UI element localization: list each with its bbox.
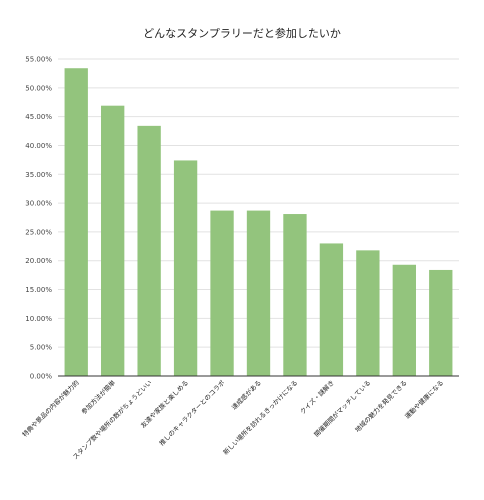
x-category-label: 参加方法が簡単: [79, 378, 117, 416]
y-tick-label: 40.00%: [25, 142, 52, 150]
bar-6: [246, 210, 271, 376]
x-category-label: 特典や景品の内容が魅力的: [20, 378, 81, 439]
y-tick-label: 25.00%: [25, 228, 52, 236]
bar-4: [173, 160, 198, 376]
bar-8: [319, 243, 344, 376]
x-axis-labels: 特典や景品の内容が魅力的 参加方法が簡単スタンプ数や場所の数がちょうどいい友達や家…: [20, 378, 445, 461]
bar-9: [356, 250, 380, 376]
y-tick-label: 55.00%: [25, 56, 52, 64]
bar-7: [283, 214, 307, 376]
y-tick-label: 30.00%: [25, 200, 52, 208]
y-tick-label: 50.00%: [25, 84, 52, 92]
y-tick-label: 45.00%: [25, 113, 52, 121]
y-tick-label: 20.00%: [25, 257, 52, 265]
x-category-label: スタンプ数や場所の数がちょうどいい: [70, 378, 153, 461]
y-tick-label: 5.00%: [30, 344, 53, 352]
y-axis-ticks: 0.00% 5.00% 10.00% 15.00% 20.00% 25.00% 30.00%…: [25, 56, 52, 381]
bar-1: [64, 68, 88, 377]
x-category-label: 運動や健康になる: [403, 378, 446, 421]
y-tick-label: 10.00%: [25, 315, 52, 323]
bars: [64, 68, 453, 377]
bar-10: [392, 264, 416, 376]
x-category-label: クイズ・謎解き: [298, 378, 336, 416]
bar-11: [429, 269, 453, 376]
x-category-label: 達成感がある: [229, 378, 262, 411]
bar-5: [210, 210, 234, 376]
bar-3: [137, 125, 161, 376]
bar-2: [101, 105, 125, 376]
y-tick-label: 0.00%: [30, 373, 53, 381]
x-category-label: 新しい場所を訪れるきっかけになる: [221, 378, 299, 456]
y-tick-label: 35.00%: [25, 171, 52, 179]
chart-title: どんなスタンプラリーだと参加したいか: [143, 26, 341, 40]
y-tick-label: 15.00%: [25, 286, 52, 294]
x-category-label: 推しのキャラクターとのコラボ: [157, 378, 227, 448]
